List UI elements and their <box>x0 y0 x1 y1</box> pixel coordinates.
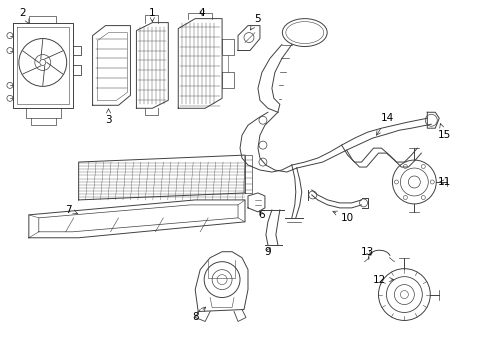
Text: 1: 1 <box>149 8 156 22</box>
Text: 14: 14 <box>376 113 394 135</box>
Text: 3: 3 <box>105 109 112 125</box>
Text: 12: 12 <box>373 275 393 285</box>
Text: 4: 4 <box>199 8 205 18</box>
Text: 6: 6 <box>259 210 265 220</box>
Text: 15: 15 <box>438 123 451 140</box>
Text: 9: 9 <box>265 247 271 257</box>
Text: 13: 13 <box>361 247 374 257</box>
Text: 10: 10 <box>333 211 354 223</box>
Text: 5: 5 <box>250 14 261 30</box>
Text: 2: 2 <box>20 8 29 23</box>
Text: 7: 7 <box>65 205 77 215</box>
Text: 11: 11 <box>438 177 451 187</box>
Text: 8: 8 <box>192 307 206 323</box>
